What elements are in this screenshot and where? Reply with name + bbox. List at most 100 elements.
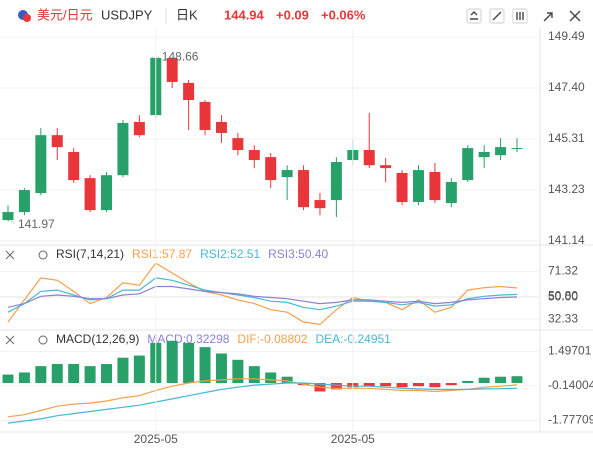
candle-body — [117, 122, 129, 176]
candle-body — [248, 150, 260, 161]
y-tick-label: 149.49 — [548, 29, 585, 43]
candle-body — [429, 172, 441, 201]
macd-bar — [445, 383, 457, 386]
macd-bar — [281, 376, 293, 384]
macd-bar — [133, 355, 145, 384]
macd-bar — [412, 383, 424, 387]
candle-body — [232, 138, 244, 151]
candle-body — [133, 121, 145, 136]
candle-body — [215, 121, 227, 133]
change-pct: +0.06% — [321, 7, 366, 22]
indicator-line — [7, 285, 518, 308]
toggle-icon — [5, 335, 15, 345]
y-tick-label: 141.14 — [548, 233, 585, 247]
macd-bar — [199, 347, 211, 384]
tool-button[interactable] — [466, 8, 482, 24]
candle-body — [35, 135, 47, 194]
y-tick-label: 143.23 — [548, 182, 585, 196]
candle-body — [183, 82, 195, 101]
y-tick-label: 50.00 — [548, 290, 578, 304]
macd-bar — [265, 372, 277, 384]
macd-bar — [232, 359, 244, 384]
legend-entry: RSI2:52.51 — [200, 247, 260, 261]
macd-bar — [248, 366, 260, 384]
legend-entry: DEA:-0.24951 — [315, 332, 391, 346]
tool-button[interactable] — [489, 8, 505, 24]
tool-icon — [516, 12, 524, 20]
macd-bar — [396, 383, 408, 388]
y-tick-label: 145.31 — [548, 131, 585, 145]
period[interactable]: 日K — [176, 7, 198, 22]
candle-body — [101, 175, 113, 211]
y-tick-label: 1.49701 — [548, 344, 592, 358]
candle-body — [51, 135, 63, 148]
indicator-title: MACD(12,26,9) — [56, 332, 139, 346]
header: 美元/日元 USDJPY 日K 144.94 +0.09 +0.06% — [18, 7, 581, 24]
macd-bar — [429, 383, 441, 388]
symbol: USDJPY — [101, 7, 153, 22]
macd-bar — [511, 376, 523, 384]
macd-bar — [478, 377, 490, 384]
candle-body — [363, 150, 375, 166]
expand-button[interactable] — [543, 12, 553, 22]
macd-bar — [68, 364, 80, 384]
y-tick-label: 147.40 — [548, 80, 585, 94]
change: +0.09 — [276, 7, 309, 22]
candle-body — [478, 152, 490, 158]
candle-body — [314, 200, 326, 209]
candle-body — [166, 58, 178, 82]
tool-button[interactable] — [512, 8, 528, 24]
candle-body — [2, 212, 14, 221]
macd-bar — [101, 364, 113, 384]
y-tick-label: 50.80 — [548, 289, 578, 303]
candle-body — [18, 190, 30, 213]
candle-body — [495, 147, 507, 156]
settings-icon — [38, 250, 48, 260]
candle-body — [412, 170, 424, 203]
symbol-cn[interactable]: 美元/日元 — [37, 7, 93, 22]
macd-bar — [84, 366, 96, 384]
y-tick-label: -1.77709 — [548, 413, 593, 427]
price: 144.94 — [224, 7, 265, 22]
macd-bar — [380, 383, 392, 387]
macd-bar — [117, 357, 129, 384]
candle-body — [380, 165, 392, 169]
y-tick-label: 32.33 — [548, 311, 578, 325]
candle-body — [445, 182, 457, 204]
macd-bar — [166, 340, 178, 384]
tool-icon — [492, 11, 502, 21]
toggle-icon — [5, 250, 15, 260]
macd-bar — [51, 364, 63, 384]
candle-body — [84, 178, 96, 211]
macd-bar — [462, 380, 474, 384]
candle-body — [330, 162, 342, 201]
candle-body — [68, 152, 80, 181]
candle-body — [281, 170, 293, 178]
close-button[interactable] — [569, 10, 581, 22]
macd-bar — [363, 383, 375, 387]
legend-entry: DIF:-0.08802 — [237, 332, 307, 346]
macd-bar — [2, 374, 14, 384]
candle-body — [396, 172, 408, 203]
candle-body — [298, 170, 310, 208]
annotation-label: 148.66 — [162, 49, 199, 63]
tool-icon — [470, 11, 478, 20]
x-tick-label: 2025-05 — [331, 432, 375, 446]
candle-body — [511, 148, 523, 150]
legend-entry: RSI1:57.87 — [132, 247, 192, 261]
indicator-line — [7, 378, 518, 418]
legend-entry: RSI3:50.40 — [268, 247, 328, 261]
candle-body — [462, 148, 474, 181]
macd-bar — [35, 366, 47, 384]
y-tick-label: -0.14004 — [548, 378, 593, 392]
candle-body — [265, 157, 277, 181]
x-tick-label: 2025-05 — [134, 432, 178, 446]
indicator-line — [7, 277, 518, 313]
macd-bar — [215, 353, 227, 384]
macd-bar — [495, 376, 507, 384]
settings-icon — [38, 335, 48, 345]
candle-body — [199, 101, 211, 131]
macd-bar — [18, 372, 30, 384]
